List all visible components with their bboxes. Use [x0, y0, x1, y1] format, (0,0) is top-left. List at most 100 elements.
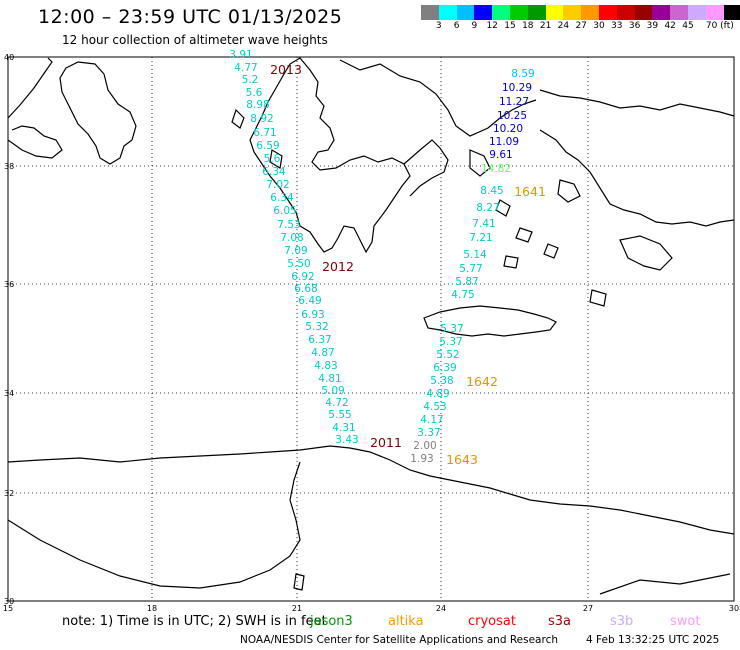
track-2013-value: 3.43	[335, 434, 358, 446]
track-2013-value: 6.59	[256, 140, 279, 152]
track-1641-value: 10.29	[502, 82, 532, 94]
pass-labels: 2013 2012 2011 1641 1642 1643	[270, 62, 546, 467]
track-2013-value: 5.32	[305, 321, 328, 333]
satellite-s3a: s3a	[548, 614, 572, 629]
lon-label: 15	[3, 604, 13, 613]
track-2013-value: 3.91	[229, 49, 252, 61]
track-1641-value: 8.27	[476, 202, 499, 214]
coastline	[7, 57, 735, 595]
track-2013-value: 6.49	[298, 295, 321, 307]
track-1641-value: 9.61	[489, 149, 512, 161]
coast-cyclades-d	[503, 255, 519, 269]
track-2013-value: 6.34	[270, 192, 294, 204]
lat-label: 30	[4, 597, 14, 606]
colorbar-cell	[581, 5, 599, 20]
track-2013-value: 7.08	[280, 232, 303, 244]
colorbar-cell	[634, 5, 653, 20]
track-2013-value: 8.98	[246, 99, 269, 111]
colorbar-label: 70 (ft)	[705, 21, 734, 31]
track-2013-value: 4.83	[314, 360, 337, 372]
track-1641-value: 8.45	[480, 185, 503, 197]
track-1642-value: 5.37	[439, 336, 462, 348]
track-1642-value: 5.52	[436, 349, 459, 361]
track-values: 3.914.775.25.68.988.926.716.595.66.347.0…	[229, 49, 534, 465]
lat-label: 38	[4, 162, 14, 171]
lat-label: 32	[4, 489, 14, 498]
colorbar-cell	[563, 5, 582, 20]
track-2013-value: 4.81	[318, 373, 341, 385]
lon-label: 27	[583, 604, 593, 613]
track-2013-value: 6.93	[301, 309, 324, 321]
coast-small-island	[293, 573, 305, 591]
coast-libya-cyrenaica	[7, 445, 735, 535]
coast-gulf-of-sidra	[7, 461, 301, 589]
track-2013-value: 8.92	[250, 113, 273, 125]
lon-label: 30	[729, 604, 739, 613]
track-2013-value: 7.02	[266, 179, 289, 191]
track-1642-value: 6.39	[433, 362, 456, 374]
colorbar-cell	[438, 5, 457, 20]
track-2013-value: 7.09	[284, 245, 307, 257]
coast-cyclades-c	[543, 243, 559, 259]
track-1641-value: 14.82	[481, 163, 511, 175]
track-2013-value: 7.53	[277, 219, 300, 231]
pass-label-2013: 2013	[270, 62, 302, 77]
track-1642-value: 3.37	[417, 427, 440, 439]
track-2013-value: 5.50	[287, 258, 310, 270]
colorbar-cell	[616, 5, 635, 20]
track-2013-value: 4.77	[234, 62, 257, 74]
track-2013-value: 5.6	[246, 87, 263, 99]
colorbar-label: 39	[646, 21, 659, 31]
colorbar-label: 3	[435, 21, 442, 31]
lon-label: 18	[147, 604, 157, 613]
track-2013-value: 5.09	[321, 385, 344, 397]
pass-label-2011: 2011	[370, 435, 402, 450]
pass-label-2012: 2012	[322, 259, 354, 274]
colorbar-cell	[652, 5, 671, 20]
coast-calabria	[59, 61, 137, 165]
colorbar-label: 21	[539, 21, 552, 31]
satellite-s3b: s3b	[610, 614, 634, 629]
track-2013-value: 4.87	[311, 347, 334, 359]
track-2013-value: 6.37	[308, 334, 331, 346]
lon-label: 24	[436, 604, 446, 613]
coast-greece-north	[339, 59, 537, 137]
track-2013-value: 4.72	[325, 397, 348, 409]
track-1642-value: 4.89	[426, 388, 449, 400]
lon-label: 21	[292, 604, 302, 613]
track-2013-value: 6.34	[262, 166, 286, 178]
satellite-swot: swot	[670, 614, 701, 629]
colorbar-label: 45	[682, 21, 694, 31]
track-2013-value: 5.2	[242, 74, 259, 86]
coast-evia	[469, 149, 491, 177]
track-1642-value: 5.38	[430, 375, 453, 387]
lat-label: 36	[4, 280, 14, 289]
track-1641-value: 11.09	[489, 136, 519, 148]
footer-timestamp: 4 Feb 13:32:25 UTC 2025	[586, 634, 720, 646]
colorbar-label: 33	[611, 21, 623, 31]
track-1641-value: 5.77	[459, 263, 482, 275]
wave-height-colorbar	[421, 5, 740, 20]
coast-turkey-west	[539, 129, 735, 227]
track-2013-value: 5.55	[328, 409, 351, 421]
colorbar-cell	[670, 5, 688, 20]
colorbar-cell	[456, 5, 475, 20]
colorbar-cell	[723, 5, 740, 20]
page-subtitle: 12 hour collection of altimeter wave hei…	[62, 33, 328, 47]
coast-attica	[403, 139, 449, 197]
colorbar-label: 42	[664, 21, 676, 31]
track-1642-value: 2.00	[413, 440, 436, 452]
coast-rhodes	[619, 235, 673, 271]
track-1641-value: 8.59	[511, 68, 534, 80]
track-1641-value: 7.41	[472, 218, 495, 230]
track-1642-value: 1.93	[410, 453, 433, 465]
coast-sicily	[7, 125, 63, 159]
colorbar-label: 6	[453, 21, 460, 31]
colorbar-cell	[687, 5, 706, 20]
coast-turkey-north	[539, 89, 735, 117]
colorbar-label: 18	[522, 21, 534, 31]
track-2013-value: 6.92	[291, 271, 314, 283]
track-1641-value: 4.75	[451, 289, 474, 301]
track-1642-value: 4.53	[423, 401, 446, 413]
